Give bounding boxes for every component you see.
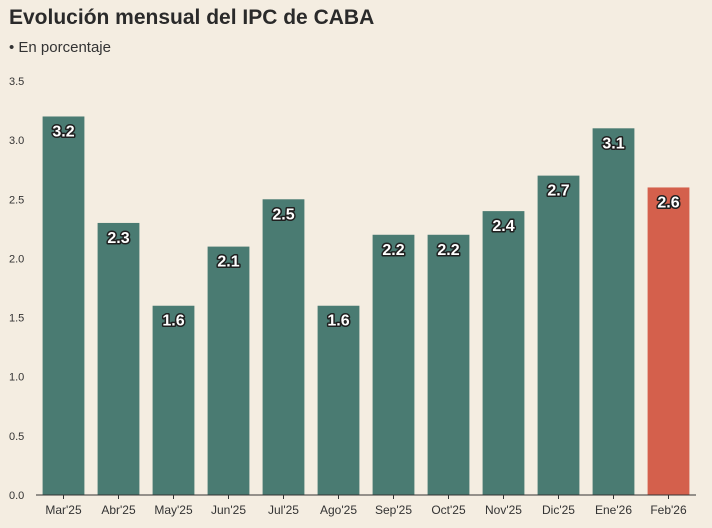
x-tick-label: Jul'25 [268, 503, 299, 517]
x-tick-label: Ago'25 [320, 503, 357, 517]
bar-oct-25 [427, 234, 470, 495]
y-tick-label: 3.0 [9, 135, 24, 147]
bar-value-label: 2.3 [107, 230, 129, 247]
bar-value-label: 1.6 [162, 313, 184, 330]
x-tick-label: Ene'26 [595, 503, 632, 517]
bar-nov-25 [482, 211, 525, 495]
bar-ago-25 [317, 305, 360, 495]
x-tick-label: Feb'26 [650, 503, 687, 517]
bar-mar-25 [42, 116, 85, 495]
x-tick-label: Nov'25 [485, 503, 522, 517]
bar-may-25 [152, 305, 195, 495]
bar-value-label: 2.2 [382, 242, 404, 259]
bar-value-label: 2.2 [437, 242, 459, 259]
y-tick-label: 0.0 [9, 490, 24, 502]
bar-jun-25 [207, 246, 250, 495]
chart-subtitle: • En porcentaje [9, 39, 111, 56]
x-tick-label: Oct'25 [431, 503, 466, 517]
y-tick-label: 2.5 [9, 194, 24, 206]
y-tick-label: 1.0 [9, 372, 24, 384]
x-axis: Mar'25 Abr'25 May'25 Jun'25 Jul'25 Ago'25 Sep'… [36, 494, 696, 517]
y-tick-label: 2.0 [9, 253, 24, 265]
bar-ene-26 [592, 128, 635, 496]
x-tick-label: Abr'25 [101, 503, 136, 517]
value-labels: 3.2 2.3 1.6 2.1 2.5 1.6 2.2 2.2 2.4 2.7 3.1 2.6 [51, 122, 681, 331]
x-tick-label: Mar'25 [45, 503, 82, 517]
bar-jul-25 [262, 199, 305, 496]
bar-value-label: 1.6 [327, 313, 349, 330]
y-tick-label: 1.5 [9, 313, 24, 325]
x-tick-label: Sep'25 [375, 503, 412, 517]
bar-value-label: 2.5 [272, 206, 294, 223]
x-tick-label: Dic'25 [542, 503, 575, 517]
bar-value-label: 2.7 [547, 183, 569, 200]
y-tick-label: 0.5 [9, 431, 24, 443]
chart-title: Evolución mensual del IPC de CABA [9, 6, 375, 29]
y-tick-label: 3.5 [9, 76, 24, 88]
bar-feb-26 [647, 187, 690, 495]
bar-value-label: 2.6 [657, 194, 679, 211]
x-tick-label: Jun'25 [211, 503, 246, 517]
bar-value-label: 2.4 [492, 218, 514, 235]
bar-abr-25 [97, 222, 140, 495]
y-axis: 0.0 0.5 1.0 1.5 2.0 2.5 3.0 3.5 [9, 76, 24, 502]
x-tick-label: May'25 [154, 503, 193, 517]
bar-value-label: 2.1 [217, 254, 239, 271]
bar-dic-25 [537, 175, 580, 495]
bar-value-label: 3.1 [602, 135, 624, 152]
bars [42, 116, 690, 496]
bar-sep-25 [372, 234, 415, 495]
bar-value-label: 3.2 [52, 123, 74, 140]
